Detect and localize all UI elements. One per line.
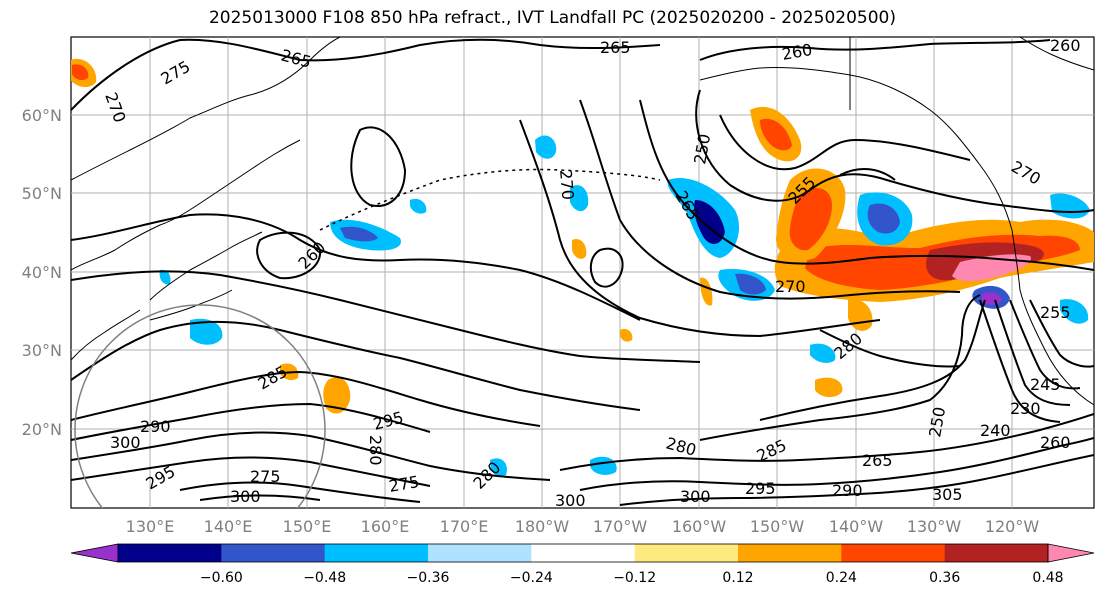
lat-tick-label: 40°N: [22, 263, 62, 282]
colorbar-extension-low: [70, 543, 119, 563]
contour-label: 260: [1050, 36, 1081, 55]
lon-tick-label: 160°W: [672, 517, 727, 536]
island-chains: [319, 168, 661, 231]
contour-label: 290: [140, 417, 171, 436]
lat-tick-label: 60°N: [22, 106, 62, 125]
colorbar-segment: [324, 544, 429, 562]
colorbar-segment: [118, 544, 222, 562]
contour-label: 255: [1040, 303, 1071, 322]
contour-label: 290: [832, 481, 863, 500]
contour-label: 280: [366, 435, 385, 466]
lon-tick-label: 150°E: [283, 517, 332, 536]
colorbar-segment: [221, 544, 326, 562]
lon-tick-label: 130°E: [126, 517, 175, 536]
colorbar-segment: [738, 544, 842, 562]
lon-tick-label: 150°W: [750, 517, 805, 536]
contour-label: 275: [250, 467, 281, 486]
colorbar-tick-label: 0.24: [826, 570, 857, 586]
map-panel: 275 265 260 270 265 260 250 265 255 270 …: [70, 36, 1095, 510]
colorbar-segment: [428, 544, 532, 562]
contour-label: 245: [1030, 375, 1061, 394]
contour-label: 265: [862, 451, 893, 470]
colorbar-tick-label: −0.60: [200, 570, 243, 586]
map-title: 2025013000 F108 850 hPa refract., IVT La…: [208, 8, 896, 28]
colorbar-segment: [531, 544, 636, 562]
reference-circle: [74, 304, 326, 508]
colorbar-outline: [117, 543, 1049, 563]
colorbar-tick-label: 0.12: [722, 570, 753, 586]
contour-label: 240: [980, 421, 1011, 440]
contour-label: 265: [600, 38, 631, 57]
colorbar-tick-label: −0.48: [303, 570, 346, 586]
lon-tick-label: 120°W: [985, 517, 1040, 536]
lon-tick-label: 170°E: [440, 517, 489, 536]
filled-anomalies: [71, 58, 1094, 477]
latitude-axis: 60°N 50°N 40°N 30°N 20°N: [22, 106, 62, 439]
contour-label: 270: [556, 169, 578, 201]
contours: [71, 38, 1094, 506]
colorbar-tick-label: −0.24: [510, 570, 553, 586]
lon-tick-label: 180°W: [515, 517, 570, 536]
contour-label: 300: [680, 487, 711, 506]
contour-label: 300: [555, 491, 586, 510]
lon-tick-label: 170°W: [593, 517, 648, 536]
lat-tick-label: 30°N: [22, 341, 62, 360]
colorbar-tick-label: 0.36: [929, 570, 960, 586]
contour-label: 295: [745, 479, 776, 498]
contour-label: 305: [932, 485, 963, 504]
colorbar-tick-label: −0.12: [613, 570, 656, 586]
lon-tick-label: 140°W: [829, 517, 884, 536]
longitude-axis: 130°E 140°E 150°E 160°E 170°E 180°W 170°…: [126, 517, 1040, 536]
lat-tick-label: 20°N: [22, 420, 62, 439]
colorbar-extension-high: [1047, 543, 1095, 563]
colorbar-tick-label: 0.48: [1032, 570, 1063, 586]
contour-label: 300: [230, 487, 261, 506]
contour-label: 260: [1040, 433, 1071, 452]
contour-label: 300: [110, 433, 141, 452]
lon-tick-label: 160°E: [361, 517, 410, 536]
lon-tick-label: 140°E: [204, 517, 253, 536]
colorbar-segment: [944, 544, 1049, 562]
colorbar-tick-label: −0.36: [407, 570, 450, 586]
colorbar-segment: [634, 544, 739, 562]
colorbar: −0.60 −0.48 −0.36 −0.24 −0.12 0.12 0.24 0.36 0.4…: [70, 543, 1095, 586]
lat-tick-label: 50°N: [22, 184, 62, 203]
contour-label: 270: [775, 277, 806, 296]
contour-label: 230: [1010, 399, 1041, 418]
lon-tick-label: 130°W: [907, 517, 962, 536]
colorbar-segment: [841, 544, 946, 562]
